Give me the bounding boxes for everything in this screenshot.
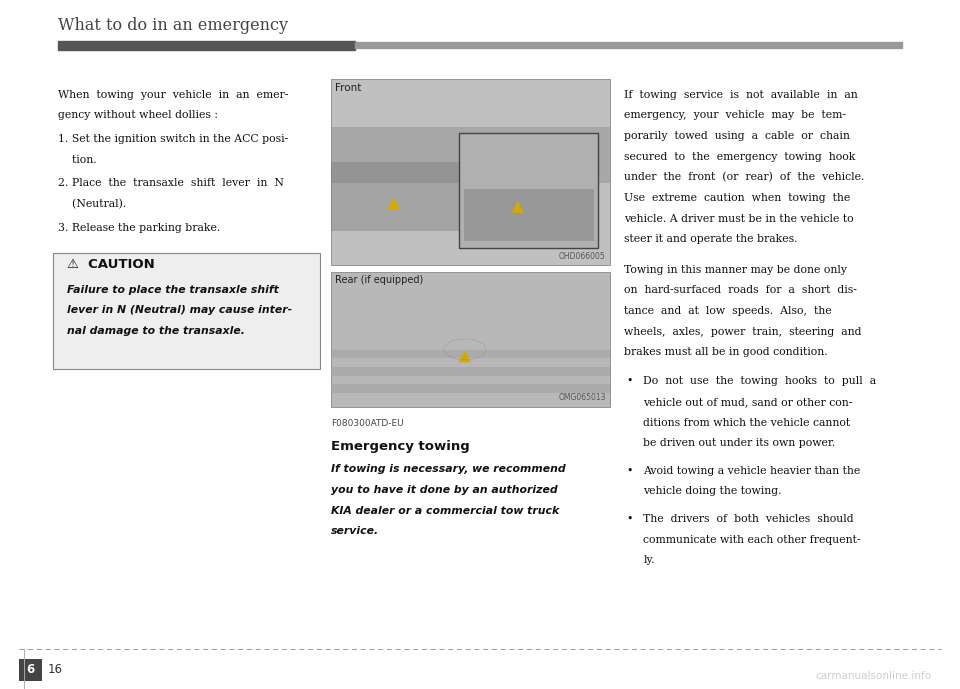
Text: What to do in an emergency: What to do in an emergency: [58, 17, 288, 34]
Text: •: •: [626, 514, 633, 524]
Bar: [331, 162, 470, 231]
Text: brakes must all be in good condition.: brakes must all be in good condition.: [624, 347, 828, 358]
Text: porarily  towed  using  a  cable  or  chain: porarily towed using a cable or chain: [624, 131, 850, 141]
Text: carmanualsonline.info: carmanualsonline.info: [815, 670, 931, 681]
Text: (Neutral).: (Neutral).: [58, 199, 126, 209]
Text: •: •: [626, 376, 633, 387]
Text: lever in N (Neutral) may cause inter-: lever in N (Neutral) may cause inter-: [67, 305, 293, 316]
Text: Towing in this manner may be done only: Towing in this manner may be done only: [624, 265, 847, 275]
Text: •: •: [626, 466, 633, 476]
Text: ly.: ly.: [643, 555, 655, 566]
Text: vehicle doing the towing.: vehicle doing the towing.: [643, 486, 781, 497]
Text: F080300ATD-EU: F080300ATD-EU: [331, 419, 404, 428]
Bar: [331, 79, 610, 265]
Text: 6: 6: [27, 664, 35, 676]
Text: 16: 16: [48, 664, 63, 676]
Text: 3. Release the parking brake.: 3. Release the parking brake.: [58, 223, 220, 233]
Text: be driven out under its own power.: be driven out under its own power.: [643, 438, 835, 449]
Text: Emergency towing: Emergency towing: [331, 440, 470, 453]
Bar: [331, 272, 610, 407]
Text: The  drivers  of  both  vehicles  should: The drivers of both vehicles should: [643, 514, 853, 524]
Text: Do  not  use  the  towing  hooks  to  pull  a: Do not use the towing hooks to pull a: [643, 376, 876, 387]
Text: vehicle out of mud, sand or other con-: vehicle out of mud, sand or other con-: [643, 397, 852, 407]
Text: Rear (if equipped): Rear (if equipped): [335, 275, 423, 285]
Bar: [19, 659, 42, 681]
Text: If  towing  service  is  not  available  in  an: If towing service is not available in an: [624, 90, 857, 100]
Text: secured  to  the  emergency  towing  hook: secured to the emergency towing hook: [624, 152, 855, 162]
Text: wheels,  axles,  power  train,  steering  and: wheels, axles, power train, steering and: [624, 327, 861, 337]
Bar: [53, 253, 320, 369]
Text: under  the  front  (or  rear)  of  the  vehicle.: under the front (or rear) of the vehicle…: [624, 172, 864, 183]
Text: gency without wheel dollies :: gency without wheel dollies :: [58, 110, 218, 121]
Bar: [331, 350, 610, 358]
Text: emergency,  your  vehicle  may  be  tem-: emergency, your vehicle may be tem-: [624, 110, 846, 121]
Text: 2. Place  the  transaxle  shift  lever  in  N: 2. Place the transaxle shift lever in N: [58, 178, 283, 189]
Text: on  hard-surfaced  roads  for  a  short  dis-: on hard-surfaced roads for a short dis-: [624, 285, 857, 296]
Text: tance  and  at  low  speeds.  Also,  the: tance and at low speeds. Also, the: [624, 306, 831, 316]
Text: service.: service.: [331, 526, 379, 537]
Bar: [58, 41, 355, 50]
Text: ditions from which the vehicle cannot: ditions from which the vehicle cannot: [643, 418, 851, 428]
Text: nal damage to the transaxle.: nal damage to the transaxle.: [67, 326, 245, 336]
Text: vehicle. A driver must be in the vehicle to: vehicle. A driver must be in the vehicle…: [624, 214, 853, 224]
Bar: [331, 127, 610, 183]
Bar: [355, 42, 902, 48]
Text: tion.: tion.: [58, 155, 96, 165]
Text: Use  extreme  caution  when  towing  the: Use extreme caution when towing the: [624, 193, 851, 203]
Text: Front: Front: [335, 83, 361, 94]
Bar: [464, 189, 593, 241]
Text: ⚠  CAUTION: ⚠ CAUTION: [67, 258, 155, 271]
Text: steer it and operate the brakes.: steer it and operate the brakes.: [624, 234, 798, 245]
Text: When  towing  your  vehicle  in  an  emer-: When towing your vehicle in an emer-: [58, 90, 288, 100]
Text: communicate with each other frequent-: communicate with each other frequent-: [643, 535, 861, 545]
Text: Avoid towing a vehicle heavier than the: Avoid towing a vehicle heavier than the: [643, 466, 860, 476]
Text: If towing is necessary, we recommend: If towing is necessary, we recommend: [331, 464, 565, 475]
Bar: [331, 367, 610, 376]
Bar: [331, 384, 610, 393]
Text: OHD066005: OHD066005: [559, 252, 606, 261]
Text: you to have it done by an authorized: you to have it done by an authorized: [331, 485, 558, 495]
Bar: [459, 133, 598, 248]
Text: Failure to place the transaxle shift: Failure to place the transaxle shift: [67, 285, 279, 295]
Text: KIA dealer or a commercial tow truck: KIA dealer or a commercial tow truck: [331, 506, 560, 516]
Text: OMG065013: OMG065013: [559, 393, 606, 402]
Text: 1. Set the ignition switch in the ACC posi-: 1. Set the ignition switch in the ACC po…: [58, 134, 288, 145]
